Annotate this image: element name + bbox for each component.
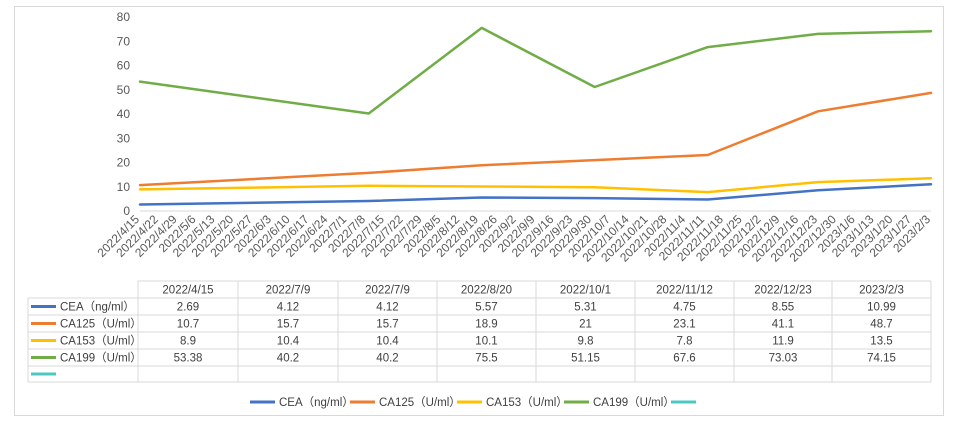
table-value-cell: 21 [579,319,592,331]
table-value-cell: 11.9 [772,336,794,348]
table-value-cell: 18.9 [475,319,497,331]
table-value-cell: 8.55 [772,302,794,314]
table-value-cell: 10.4 [376,336,399,348]
table-header-cell: 2022/4/15 [162,285,213,297]
y-tick-label: 30 [117,131,131,145]
y-axis: 0 10 20 30 40 50 60 70 80 [117,10,131,218]
data-table: 2022/4/15 2022/7/9 2022/7/9 2022/8/20 2022/1… [27,280,932,383]
table-header-cell: 2022/12/23 [754,285,812,297]
series-line [138,91,933,187]
x-axis: 2022/4/152022/4/222022/4/292022/5/62022/… [94,210,933,265]
table-value-cell: 13.5 [870,336,892,348]
plot-area [138,26,933,206]
table-series-name: CEA（ng/ml） [60,301,135,314]
y-tick-label: 70 [117,34,131,48]
table-header-cell: 2022/7/9 [266,285,311,297]
y-tick-label: 40 [117,107,131,121]
table-value-cell: 10.4 [277,336,300,348]
y-tick-label: 20 [117,156,131,170]
table-series-name: CA153（U/ml） [60,335,142,348]
table-value-cell: 9.8 [578,336,594,348]
table-header-cell: 2022/7/9 [365,285,410,297]
legend-label: CA199（U/ml） [593,396,675,409]
table-header-cell: 2022/10/1 [560,285,611,297]
table-value-cell: 5.31 [574,302,596,314]
table-value-cell: 48.7 [870,319,892,331]
table-series-name: CA125（U/ml） [60,318,142,331]
y-tick-label: 0 [123,204,130,218]
table-value-cell: 67.6 [673,353,695,365]
table-value-cell: 4.12 [376,302,398,314]
table-value-cell: 15.7 [376,319,398,331]
table-value-cell: 10.1 [475,336,497,348]
y-tick-label: 50 [117,83,131,97]
table-value-cell: 74.15 [867,353,896,365]
y-tick-label: 80 [117,10,131,24]
table-value-cell: 8.9 [180,336,196,348]
table-value-cell: 40.2 [376,353,398,365]
table-header-cell: 2022/8/20 [461,285,512,297]
table-value-cell: 23.1 [673,319,695,331]
chart-frame [14,6,944,416]
legend-label: CA125（U/ml） [379,396,461,409]
table-header-cell: 2022/11/12 [656,285,713,297]
table-value-cell: 73.03 [769,353,798,365]
table-value-cell: 41.1 [772,319,794,331]
series-line [138,26,933,115]
y-tick-label: 60 [117,59,131,73]
table-value-cell: 4.12 [277,302,299,314]
table-value-cell: 10.7 [177,319,199,331]
table-header-cell: 2023/2/3 [859,285,904,297]
legend-label: CA153（U/ml） [486,396,568,409]
legend: CEA（ng/ml） CA125（U/ml） CA153（U/ml） CA199（U/… [250,396,696,409]
table-series-name: CA199（U/ml） [60,352,142,365]
legend-label: CEA（ng/ml） [279,396,354,409]
table-value-cell: 4.75 [673,302,695,314]
table-value-cell: 7.8 [677,336,693,348]
table-value-cell: 53.38 [174,353,203,365]
table-value-cell: 51.15 [571,353,600,365]
table-value-cell: 40.2 [277,353,299,365]
table-value-cell: 75.5 [475,353,497,365]
table-value-cell: 5.57 [475,302,497,314]
table-value-cell: 2.69 [177,302,199,314]
y-tick-label: 10 [117,180,131,194]
table-value-cell: 10.99 [867,302,896,314]
table-value-cell: 15.7 [277,319,299,331]
